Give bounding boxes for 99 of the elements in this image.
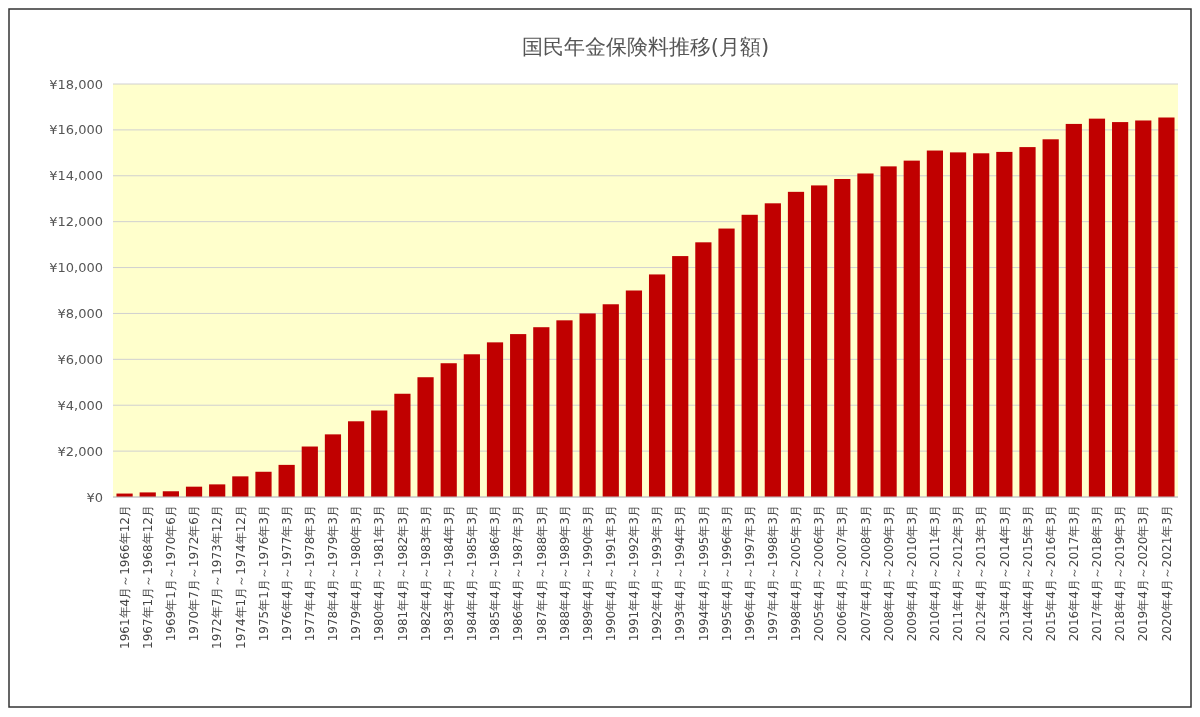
- chart-title: 国民年金保険料推移(月額): [521, 35, 770, 59]
- x-tick-label: 2006年4月～2007年3月: [835, 505, 850, 642]
- x-tick-label: 2018年4月～2019年3月: [1113, 505, 1128, 642]
- bar: [811, 185, 828, 497]
- bar: [741, 214, 758, 497]
- x-tick-label: 1985年4月～1986年3月: [488, 505, 503, 642]
- bar: [602, 304, 619, 497]
- y-tick-label: ¥18,000: [49, 76, 103, 92]
- y-tick-label: ¥8,000: [57, 305, 103, 321]
- bar: [648, 274, 666, 497]
- x-tick-label: 1984年4月～1985年3月: [465, 505, 480, 642]
- x-tick-label: 2007年4月～2008年3月: [858, 505, 873, 642]
- x-tick-label: 2020年4月～2021年3月: [1159, 505, 1174, 642]
- bar: [903, 160, 920, 497]
- x-tick-label: 2017年4月～2018年3月: [1090, 505, 1105, 642]
- x-tick-label: 1989年4月～1990年3月: [580, 505, 595, 642]
- x-tick-label: 2008年4月～2009年3月: [881, 505, 896, 642]
- bar: [510, 334, 527, 497]
- x-tick-label: 1995年4月～1996年3月: [719, 505, 734, 642]
- bar: [880, 166, 897, 497]
- bar: [301, 446, 318, 497]
- bar: [255, 471, 272, 497]
- bar: [486, 342, 504, 497]
- bar: [348, 421, 365, 497]
- x-tick-label: 1983年4月～1984年3月: [441, 505, 456, 642]
- x-tick-label: 2005年4月～2006年3月: [812, 505, 827, 642]
- x-tick-label: 1996年4月～1997年3月: [742, 505, 757, 642]
- x-tick-label: 1994年4月～1995年3月: [696, 505, 711, 642]
- bar: [857, 173, 874, 497]
- bar: [579, 313, 596, 497]
- bar: [278, 464, 295, 497]
- bar: [764, 203, 781, 497]
- bar: [556, 320, 573, 497]
- bar: [1112, 122, 1129, 497]
- x-tick-label: 2019年4月～2020年3月: [1136, 505, 1151, 642]
- bar: [718, 228, 735, 497]
- x-tick-label: 1991年4月～1992年3月: [627, 505, 642, 642]
- y-tick-label: ¥10,000: [49, 260, 103, 276]
- bar: [996, 151, 1013, 497]
- x-tick-label: 1982年4月～1983年3月: [418, 505, 433, 642]
- x-tick-label: 2013年4月～2014年3月: [997, 505, 1012, 642]
- bar: [463, 354, 480, 497]
- bar: [1135, 120, 1152, 497]
- bar: [625, 290, 643, 497]
- x-tick-label: 2011年4月～2012年3月: [951, 505, 966, 642]
- bar: [209, 484, 226, 497]
- x-tick-label: 1988年4月～1989年3月: [557, 505, 572, 642]
- x-tick-label: 1980年4月～1981年3月: [372, 505, 387, 642]
- x-tick-label: 1972年7月～1973年12月: [210, 505, 225, 649]
- bar: [417, 377, 434, 497]
- bar: [973, 153, 990, 497]
- x-tick-label: 1974年1月～1974年12月: [233, 505, 248, 649]
- bar: [232, 476, 249, 497]
- x-tick-label: 1990年4月～1991年3月: [603, 505, 618, 642]
- x-tick-label: 2016年4月～2017年3月: [1067, 505, 1082, 642]
- x-tick-label: 1961年4月～1966年12月: [117, 505, 132, 649]
- x-tick-label: 1976年4月～1977年3月: [279, 505, 294, 642]
- x-tick-label: 2010年4月～2011年3月: [928, 505, 943, 642]
- x-tick-label: 1975年1月～1976年3月: [256, 505, 271, 642]
- bar: [1088, 118, 1106, 497]
- y-tick-label: ¥2,000: [57, 443, 103, 459]
- x-tick-label: 1977年4月～1978年3月: [302, 505, 317, 642]
- x-tick-label: 1981年4月～1982年3月: [395, 505, 410, 642]
- x-tick-label: 2015年4月～2016年3月: [1043, 505, 1058, 642]
- x-tick-label: 1997年4月～1998年3月: [766, 505, 781, 642]
- bar: [834, 178, 851, 497]
- bar: [787, 191, 805, 497]
- x-tick-label: 2014年4月～2015年3月: [1020, 505, 1035, 642]
- y-tick-label: ¥4,000: [57, 397, 103, 413]
- bar: [440, 363, 457, 497]
- x-tick-label: 1978年4月～1979年3月: [326, 505, 341, 642]
- bar: [949, 152, 967, 497]
- bar: [394, 393, 411, 497]
- bar: [1042, 139, 1059, 497]
- x-tick-label: 1969年1月～1970年6月: [164, 505, 179, 642]
- bar: [695, 242, 712, 497]
- y-tick-label: ¥12,000: [49, 214, 103, 230]
- bar: [1019, 147, 1036, 497]
- x-tick-label: 1993年4月～1994年3月: [673, 505, 688, 642]
- x-tick-label: 2012年4月～2013年3月: [974, 505, 989, 642]
- x-tick-label: 1992年4月～1993年3月: [650, 505, 665, 642]
- bar: [324, 434, 342, 497]
- bar: [672, 256, 689, 497]
- bar: [1158, 117, 1175, 497]
- y-tick-label: ¥6,000: [57, 351, 103, 367]
- x-tick-label: 2009年4月～2010年3月: [904, 505, 919, 642]
- bar: [371, 410, 388, 497]
- y-tick-label: ¥14,000: [49, 168, 103, 184]
- bar: [1065, 123, 1082, 497]
- y-tick-label: ¥0: [86, 489, 103, 505]
- x-tick-label: 1998年4月～2005年3月: [789, 505, 804, 642]
- y-tick-label: ¥16,000: [49, 122, 103, 138]
- x-tick-label: 1986年4月～1987年3月: [511, 505, 526, 642]
- x-tick-label: 1970年7月～1972年6月: [187, 505, 202, 642]
- x-tick-label: 1979年4月～1980年3月: [349, 505, 364, 642]
- bar: [926, 150, 944, 497]
- bar: [533, 327, 550, 497]
- x-tick-label: 1967年1月～1968年12月: [140, 505, 155, 649]
- x-tick-label: 1987年4月～1988年3月: [534, 505, 549, 642]
